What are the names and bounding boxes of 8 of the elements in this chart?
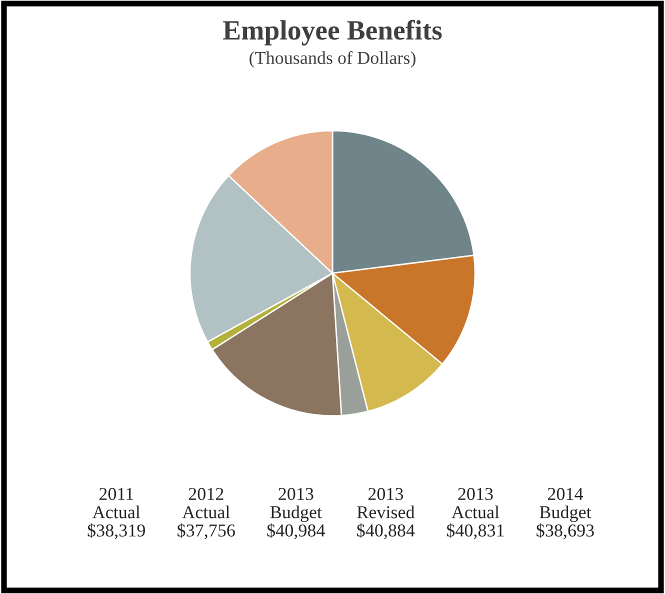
text: 2013 Budget $40,984	[267, 488, 325, 540]
chart-subtitle: (Thousands of Dollars)	[250, 51, 416, 68]
text: 2013 Actual $40,831	[446, 488, 504, 540]
text: 2014 Budget $38,693	[536, 488, 594, 540]
text: 2013 Revised $40,884	[357, 488, 415, 540]
text: 2011 Actual $38,319	[88, 488, 145, 540]
text: 2012 Actual $37,756	[178, 488, 235, 540]
chart-title: Employee Benefits	[223, 20, 442, 46]
